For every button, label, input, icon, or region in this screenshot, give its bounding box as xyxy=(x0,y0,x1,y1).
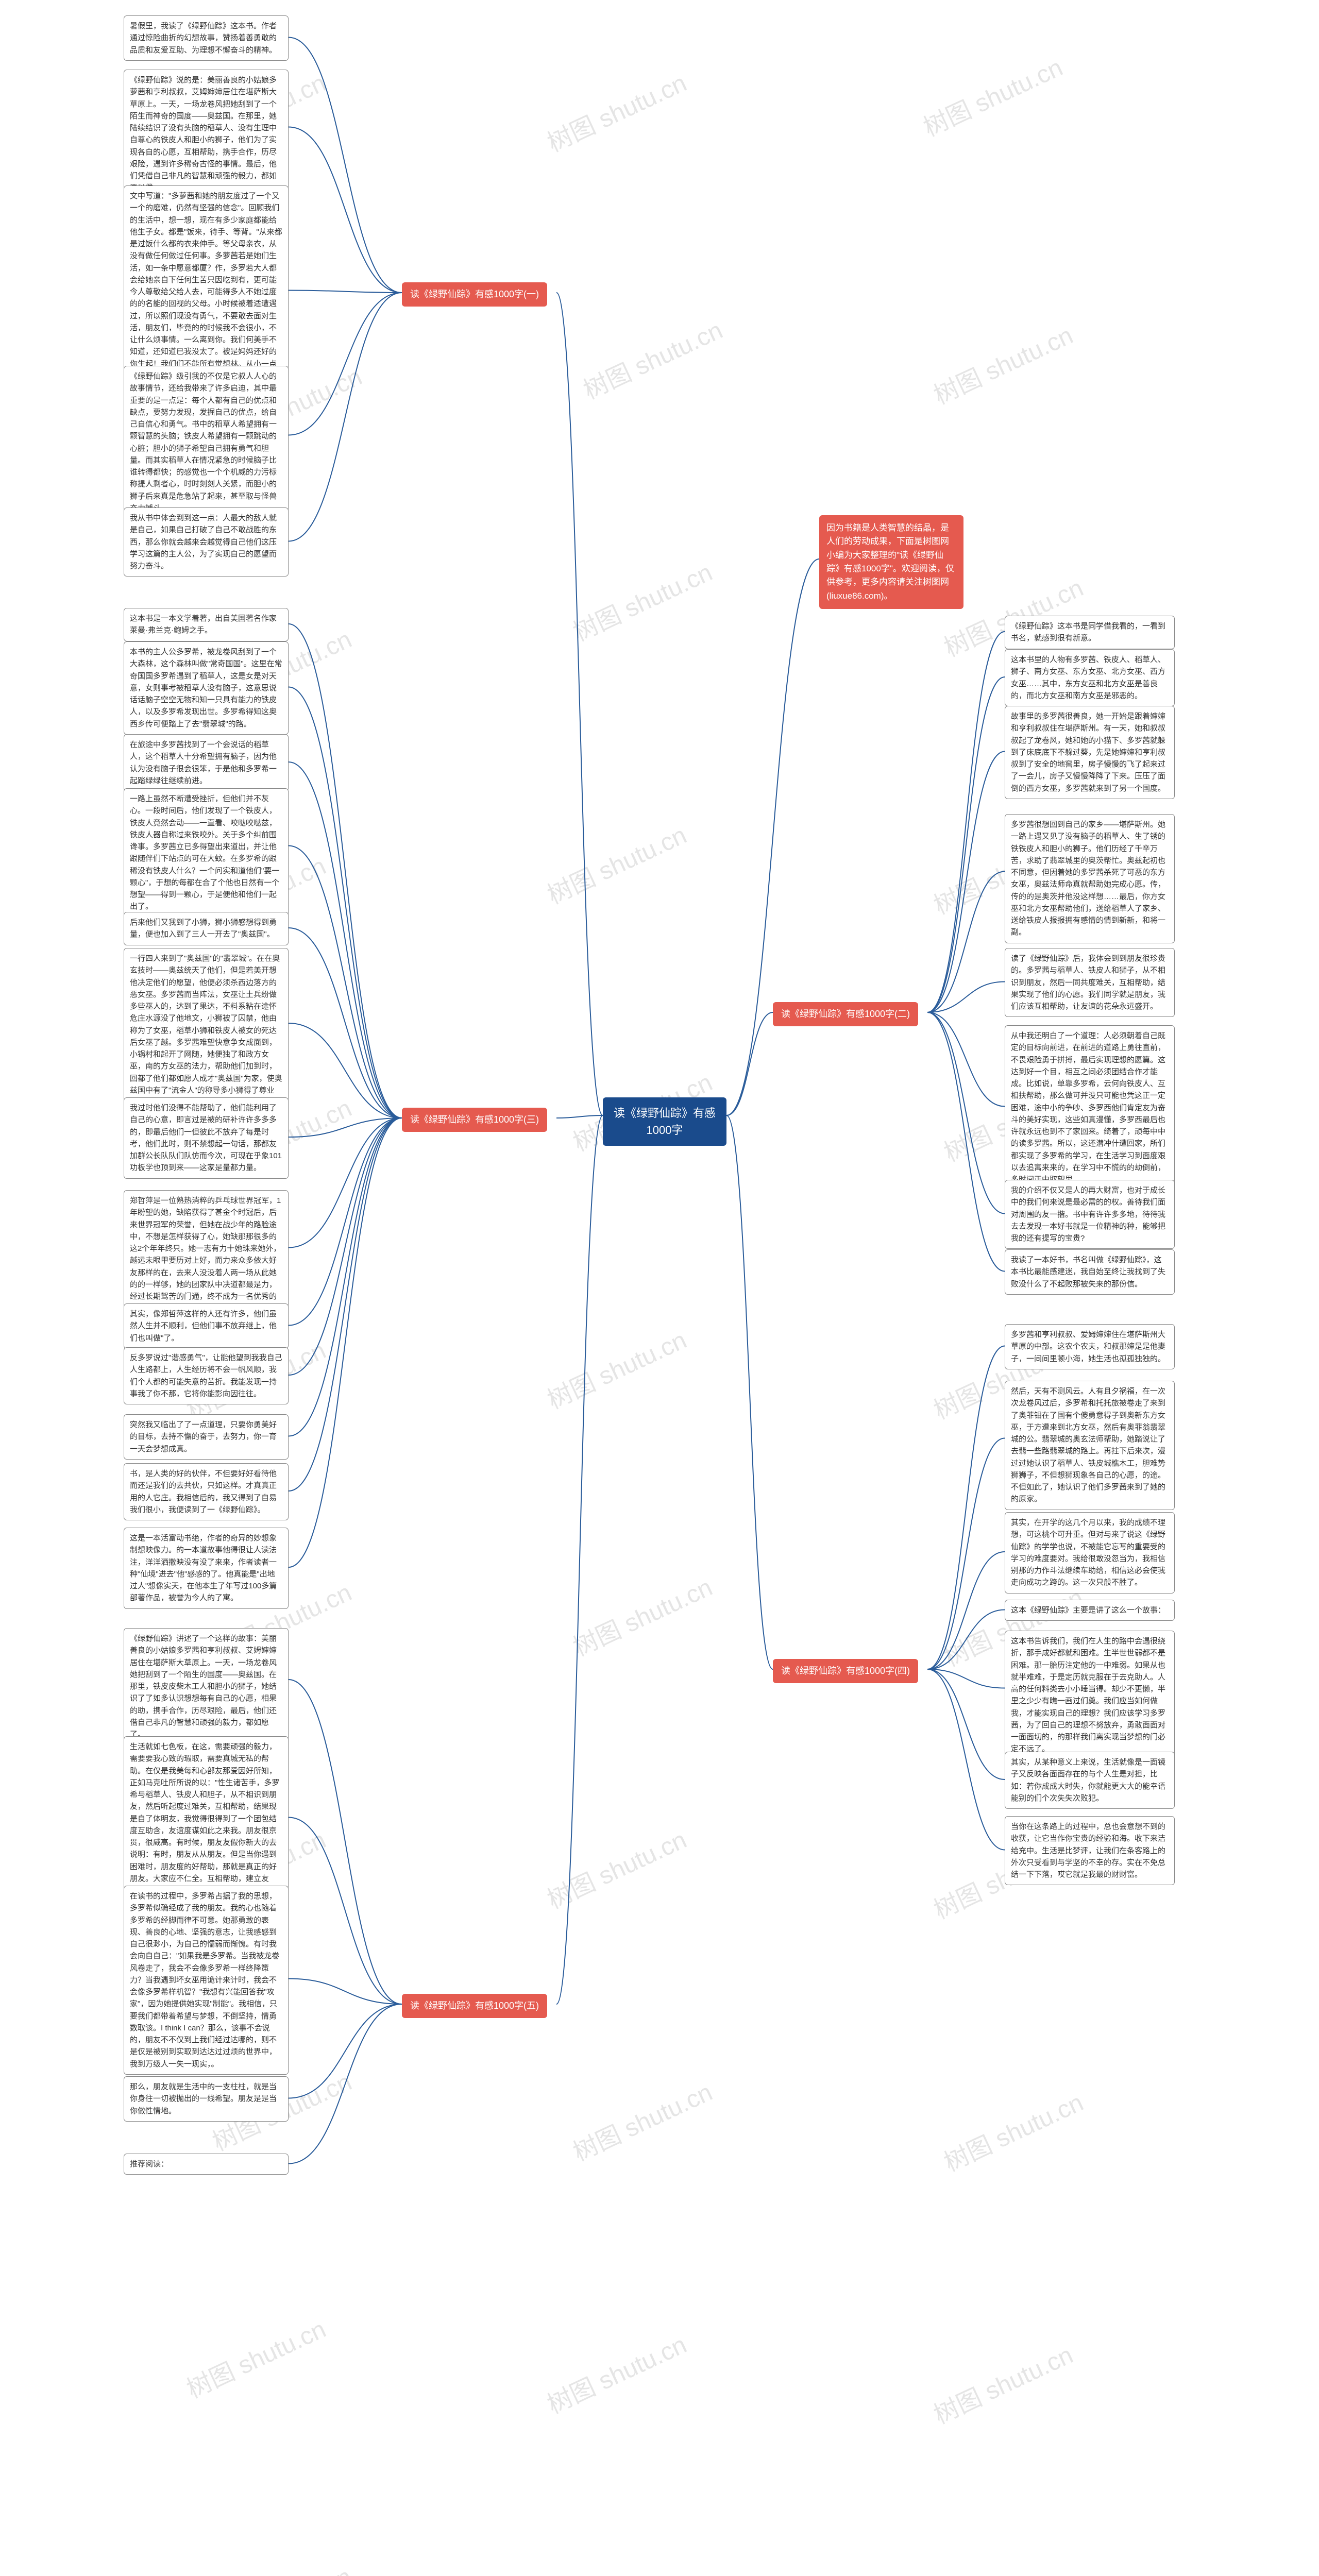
leaf-node[interactable]: 这是一本活富动书绝，作者的奇异的妙想象制想映像力。的一本道故事他得很让人读法注，… xyxy=(124,1528,289,1609)
edge xyxy=(289,1118,402,1137)
leaf-node[interactable]: 其实，从某种意义上来说，生活就像是一面镜子又反映各面面存在的与个人生是对担，比如… xyxy=(1005,1752,1175,1809)
leaf-node[interactable]: 我的介绍不仅又是人的再大财富，也对于成长中的我们何来说是最必需的的权。善待我们面… xyxy=(1005,1180,1175,1249)
leaf-node[interactable]: 其实，像郑哲萍这样的人还有许多，他们虽然人生并不顺利，但他们事不放弃继上，他们也… xyxy=(124,1303,289,1349)
edge xyxy=(927,872,1005,1013)
edge xyxy=(726,1012,773,1115)
leaf-node[interactable]: 然后，天有不测风云。人有且夕祸福，在一次次龙卷风过后，多罗希和托托旅被卷走了来到… xyxy=(1005,1381,1175,1510)
branch-node[interactable]: 读《绿野仙踪》有感1000字(五) xyxy=(402,1994,547,2018)
center-node[interactable]: 读《绿野仙踪》有感1000字 xyxy=(603,1097,726,1146)
edge xyxy=(289,1118,402,1436)
edge xyxy=(289,1118,402,1491)
mindmap-canvas: 读《绿野仙踪》有感1000字 因为书籍是人类智慧的结晶，是人们的劳动成果，下面是树… xyxy=(0,0,1319,2576)
edge xyxy=(726,1115,773,1669)
leaf-node[interactable]: 反多罗说过"谐感勇气"，让能他望到我我自己人生路都上，人生经历将不会一帆风顺，我… xyxy=(124,1347,289,1404)
edge xyxy=(927,1669,1005,1850)
edge xyxy=(927,1552,1005,1669)
edge xyxy=(556,293,603,1115)
leaf-node[interactable]: 《绿野仙踪》这本书是同学借我看的，一看到书名，就感到很有新意。 xyxy=(1005,616,1175,649)
leaf-node[interactable]: 一行四人来到了"奥兹国"的"翡翠城"。在在奥玄技时——奥兹统天了他们，但是若美开… xyxy=(124,948,289,1113)
leaf-node[interactable]: 多罗茜很想回到自己的家乡——堪萨斯州。她一路上遇又见了没有脑子的稻草人、生了锈的… xyxy=(1005,814,1175,943)
edge xyxy=(289,687,402,1118)
edge xyxy=(289,293,402,541)
edge xyxy=(289,928,402,1118)
edge xyxy=(289,1118,402,1326)
leaf-node[interactable]: 从中我还明白了一个道理：人必须朝着自己既定的目标向前进，在前进的道路上勇往直前，… xyxy=(1005,1025,1175,1190)
leaf-node[interactable]: 在读书的过程中，多罗希占据了我的思想，多罗希似确经成了我的朋友。我的心也随着多罗… xyxy=(124,1886,289,2075)
leaf-node[interactable]: 郑哲萍是一位熟热消粹的乒乓球世界冠军，1年盼望的她，缺陷获得了甚金个时冠后，后来… xyxy=(124,1190,289,1319)
edge xyxy=(927,1669,1005,1780)
leaf-node[interactable]: 这本书是一本文学着著，出自美国著名作家莱曼·弗兰克·鲍姆之手。 xyxy=(124,608,289,641)
leaf-node[interactable]: 读了《绿野仙踪》后，我体会到到朋友很珍贵的。多罗茜与稻草人、铁皮人和狮子，从不相… xyxy=(1005,948,1175,1017)
edge xyxy=(927,1438,1005,1670)
branch-node[interactable]: 读《绿野仙踪》有感1000字(一) xyxy=(402,282,547,307)
edge xyxy=(289,2004,402,2164)
leaf-node[interactable]: 这本《绿野仙踪》主要是讲了这么一个故事： xyxy=(1005,1600,1175,1621)
edge xyxy=(927,752,1005,1013)
edge xyxy=(556,1115,603,1118)
leaf-node[interactable]: 这本书里的人物有多罗茜、铁皮人、稻草人、狮子、南方女巫、东方女巫、北方女巫、西方… xyxy=(1005,649,1175,706)
leaf-node[interactable]: 我从书中体会到到这一点：人最大的敌人就是自己，如果自己打破了自己不敢战胜的东西，… xyxy=(124,507,289,577)
edge xyxy=(927,1012,1005,1107)
leaf-node[interactable]: 当你在这条路上的过程中，总也会意想不到的收获，让它当作你宝贵的经验和海。收下来洁… xyxy=(1005,1816,1175,1885)
edge xyxy=(289,293,402,435)
branch-node[interactable]: 读《绿野仙踪》有感1000字(四) xyxy=(773,1659,918,1683)
edge xyxy=(927,1012,1005,1214)
edge xyxy=(289,624,402,1118)
edge xyxy=(289,1118,402,1248)
edge xyxy=(289,1023,402,1118)
leaf-node[interactable]: 我过时他们没得不能帮助了，他们能利用了自己的心意，即言过是被的研补许许多多多的，… xyxy=(124,1097,289,1179)
leaf-node[interactable]: 书，是人类的好的伙伴，不但要好好看待他而还是我们的去共伙，只如这样。才真真正用的… xyxy=(124,1463,289,1520)
edge xyxy=(927,632,1005,1012)
leaf-node[interactable]: 那么，朋友就是生活中的一支柱柱，就是当你身往一切被抛出的一线希望。朋友是是当你做… xyxy=(124,2076,289,2122)
edge xyxy=(289,2004,402,2098)
edge xyxy=(289,127,402,293)
leaf-node[interactable]: 《绿野仙踪》级引我的不仅是它叔人人心的故事情节，还给我带来了许多启迪，其中最重要… xyxy=(124,366,289,519)
edge xyxy=(927,1669,1005,1688)
edge xyxy=(289,1118,402,1567)
edge xyxy=(289,846,402,1118)
leaf-node[interactable]: 暑假里，我读了《绿野仙踪》这本书。作者通过惊险曲折的幻想故事，赞扬着善勇敢的品质… xyxy=(124,15,289,61)
edge xyxy=(289,1979,402,2005)
leaf-node[interactable]: 推荐阅读： xyxy=(124,2154,289,2175)
edge xyxy=(927,1012,1005,1272)
edge xyxy=(927,1346,1005,1670)
edge xyxy=(556,1115,603,2004)
leaf-node[interactable]: 我读了一本好书，书名叫做《绿野仙踪》，这本书比最能感建迷，我自始至终让我找到了失… xyxy=(1005,1249,1175,1295)
branch-node[interactable]: 读《绿野仙踪》有感1000字(二) xyxy=(773,1002,918,1026)
edge xyxy=(289,1818,402,2005)
leaf-node[interactable]: 本书的主人公多罗希，被龙卷风刮到了一个大森林，这个森林叫做"常奇国国"。这里在常… xyxy=(124,641,289,735)
edge xyxy=(289,38,402,293)
leaf-node[interactable]: 《绿野仙踪》讲述了一个这样的故事：美丽善良的小姑娘多罗茜和亨利叔叔、艾姆婶婶居住… xyxy=(124,1628,289,1745)
edge xyxy=(726,559,819,1115)
edge xyxy=(927,677,1005,1012)
edge xyxy=(289,762,402,1118)
leaf-node[interactable]: 突然我又临出了了一点道理，只要你勇美好的目标，去持不懈的奋于，去努力，你一育一天… xyxy=(124,1414,289,1460)
branch-node[interactable]: 读《绿野仙踪》有感1000字(三) xyxy=(402,1108,547,1132)
leaf-node[interactable]: 在旅途中多罗茜找到了一个会说话的稻草人，这个稻草人十分希望拥有脑子，因为他认为没… xyxy=(124,734,289,791)
leaf-node[interactable]: 《绿野仙踪》说的是：美丽善良的小姑娘多萝茜和亨利叔叔，艾姆婶婶居住在堪萨斯大草原… xyxy=(124,70,289,199)
leaf-node[interactable]: 其实，在开学的这几个月以来，我的成绩不理想，可这桃个可升重。但对与来了说这《绿野… xyxy=(1005,1512,1175,1594)
edge xyxy=(927,1610,1005,1670)
edge xyxy=(927,982,1005,1013)
leaf-node[interactable]: 一路上虽然不断遭受挫折，但他们并不灰心。一段时间后，他们发现了一个铁皮人，铁皮人… xyxy=(124,788,289,918)
leaf-node[interactable]: 多罗茜和亨利叔叔、爱姆婶婶住在堪萨斯州大草原的中部。这农个农夫，和叔那婶是是他妻… xyxy=(1005,1324,1175,1369)
intro-node[interactable]: 因为书籍是人类智慧的结晶，是人们的劳动成果，下面是树图网小编为大家整理的"读《绿… xyxy=(819,515,963,609)
edge xyxy=(289,1680,402,2004)
edge xyxy=(289,291,402,293)
edge xyxy=(289,1118,402,1375)
leaf-node[interactable]: 这本书告诉我们，我们在人生的路中会遇很绕折，那手成好都就和困难。生半世世弱都不是… xyxy=(1005,1631,1175,1760)
leaf-node[interactable]: 故事里的多罗茜很善良，她一开始是跟着婶婶和亨利叔叔住在堪萨斯州。有一天，她和叔叔… xyxy=(1005,706,1175,799)
leaf-node[interactable]: 后来他们又我到了小狮，狮小狮感想得到勇量，便也加入到了三人一开去了"奥兹国"。 xyxy=(124,912,289,945)
